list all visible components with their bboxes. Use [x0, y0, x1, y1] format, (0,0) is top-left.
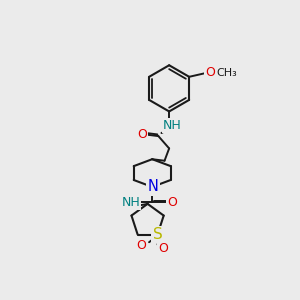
- Text: NH: NH: [163, 119, 182, 132]
- Text: N: N: [148, 179, 158, 194]
- Text: O: O: [167, 196, 177, 209]
- Text: S: S: [153, 227, 162, 242]
- Text: O: O: [158, 242, 168, 255]
- Text: NH: NH: [121, 196, 140, 209]
- Text: O: O: [137, 128, 147, 141]
- Text: CH₃: CH₃: [217, 68, 237, 78]
- Text: O: O: [136, 239, 146, 252]
- Text: O: O: [205, 67, 215, 80]
